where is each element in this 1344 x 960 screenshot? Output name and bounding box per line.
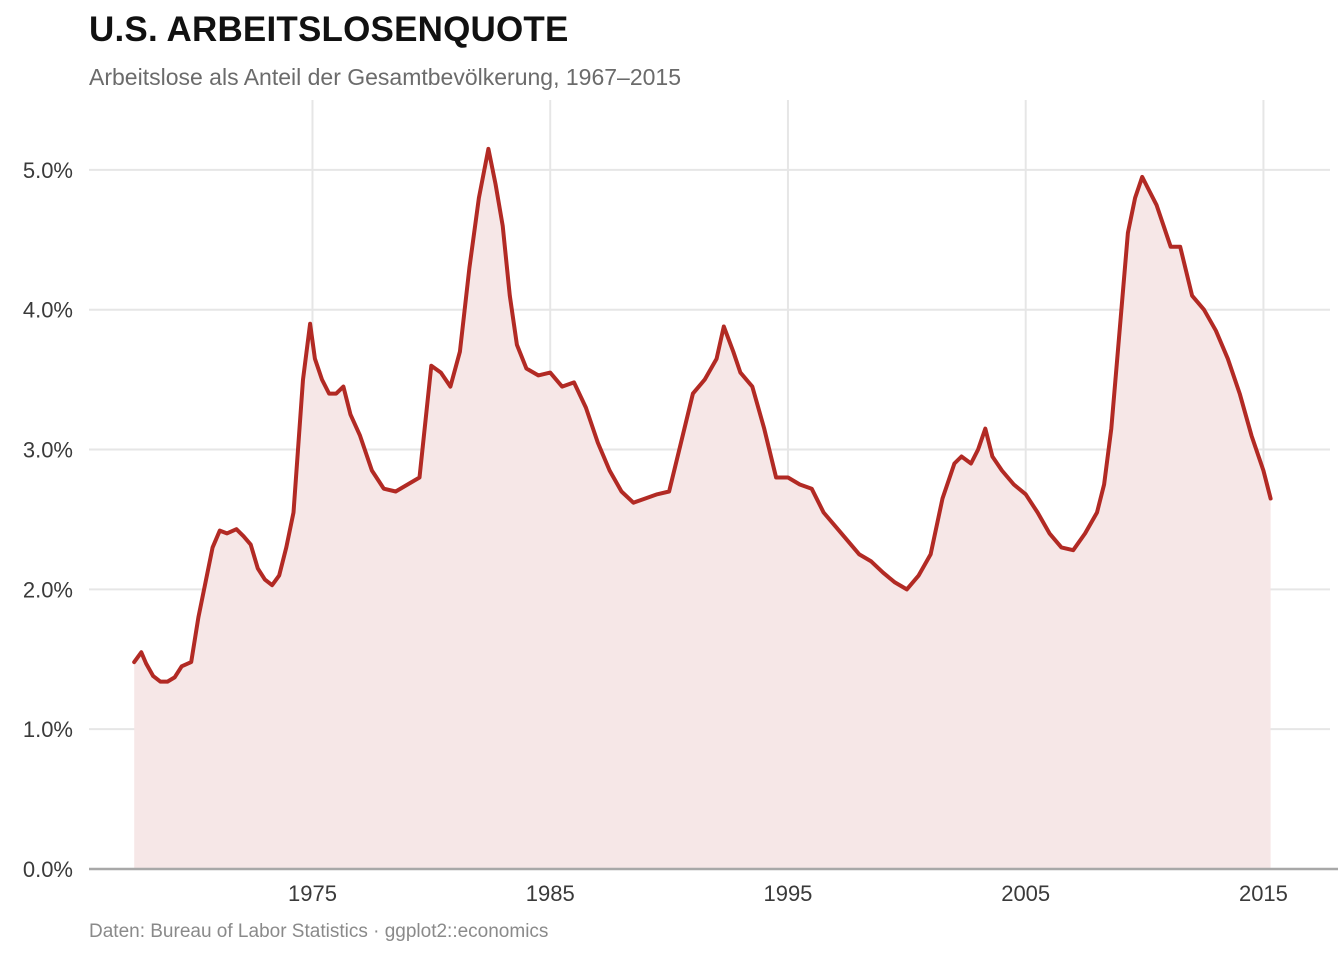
x-tick-label: 2015 bbox=[1239, 881, 1288, 906]
x-tick-label: 2005 bbox=[1001, 881, 1050, 906]
series-line bbox=[132, 146, 1273, 684]
chart-title: U.S. ARBEITSLOSENQUOTE bbox=[89, 10, 569, 49]
x-tick-label: 1975 bbox=[288, 881, 337, 906]
area-chart: 0.0% 1.0% 2.0% 3.0% 4.0% 5.0% 1975 1985 1995 2005… bbox=[23, 100, 1338, 906]
chart-caption: Daten: Bureau of Labor Statistics · ggpl… bbox=[89, 921, 549, 942]
area-fill-layer bbox=[134, 148, 1271, 869]
axes: 0.0% 1.0% 2.0% 3.0% 4.0% 5.0% 1975 1985 1995 2005… bbox=[23, 158, 1338, 906]
y-tick-label: 4.0% bbox=[23, 298, 73, 323]
y-tick-label: 0.0% bbox=[23, 857, 73, 882]
x-tick-label: 1985 bbox=[526, 881, 575, 906]
y-tick-label: 1.0% bbox=[23, 717, 73, 742]
x-tick-label: 1995 bbox=[763, 881, 812, 906]
series-line-layer bbox=[132, 146, 1273, 684]
y-tick-label: 3.0% bbox=[23, 438, 73, 463]
chart-subtitle: Arbeitslose als Anteil der Gesamtbevölke… bbox=[89, 64, 681, 90]
series-area bbox=[134, 148, 1271, 869]
y-tick-label: 5.0% bbox=[23, 158, 73, 183]
y-tick-label: 2.0% bbox=[23, 577, 73, 602]
